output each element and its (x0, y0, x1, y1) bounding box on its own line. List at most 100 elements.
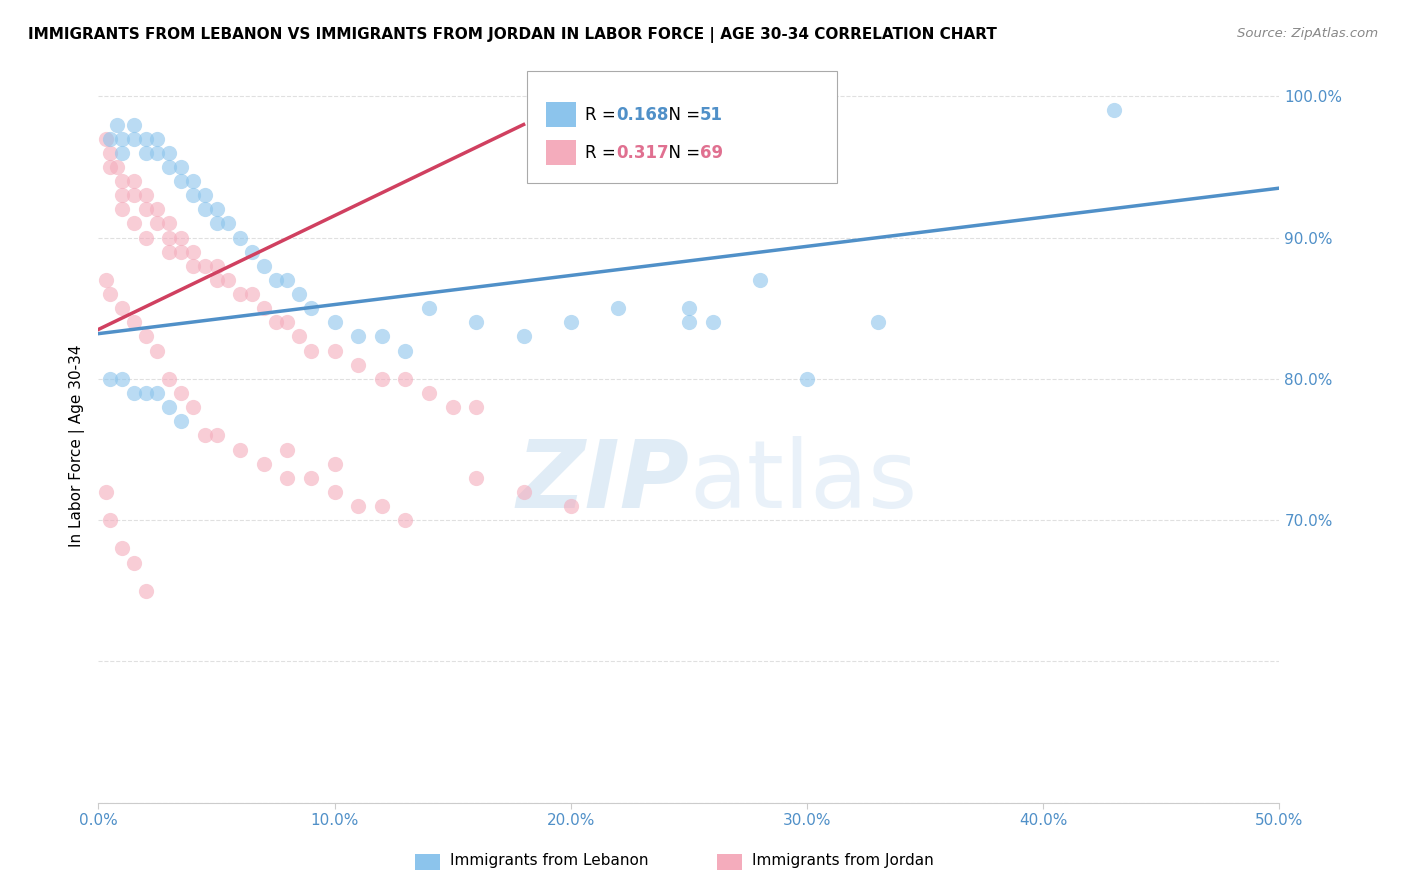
Point (111, 131, 134, 145)
Point (796, 372, 818, 386)
Point (98, 513, 121, 527)
Point (135, 131, 157, 145)
Point (276, 442, 298, 457)
Point (111, 541, 134, 556)
Point (157, 400, 180, 414)
Point (111, 372, 134, 386)
Point (276, 315, 298, 329)
Point (170, 414, 193, 428)
Point (194, 202, 217, 217)
Point (194, 259, 217, 273)
Point (299, 471, 322, 485)
Point (323, 457, 346, 471)
Text: R =: R = (585, 144, 621, 161)
Point (465, 400, 488, 414)
Text: ZIP: ZIP (516, 435, 689, 528)
Point (276, 471, 298, 485)
Point (465, 315, 488, 329)
Text: 51: 51 (700, 106, 723, 124)
Point (229, 230, 252, 244)
Point (394, 513, 416, 527)
Point (347, 499, 370, 513)
Point (276, 273, 298, 287)
Point (240, 287, 263, 301)
Point (122, 174, 145, 188)
Point (371, 329, 394, 343)
Text: R =: R = (585, 106, 621, 124)
Point (205, 273, 228, 287)
Point (205, 259, 228, 273)
Point (135, 145, 157, 160)
Point (323, 343, 346, 358)
Point (347, 358, 370, 372)
Point (157, 230, 180, 244)
Point (122, 188, 145, 202)
Point (299, 343, 322, 358)
Point (135, 230, 157, 244)
Point (560, 315, 582, 329)
Point (229, 287, 252, 301)
Point (264, 315, 287, 329)
Point (105, 118, 128, 132)
Point (146, 216, 169, 230)
Point (111, 188, 134, 202)
Text: Immigrants from Lebanon: Immigrants from Lebanon (450, 854, 648, 868)
Point (98, 287, 121, 301)
Point (240, 244, 263, 259)
Point (157, 145, 180, 160)
Point (678, 315, 700, 329)
Point (560, 499, 582, 513)
Point (135, 329, 157, 343)
Point (288, 287, 311, 301)
Point (94, 131, 117, 145)
Point (170, 230, 193, 244)
Point (94, 484, 117, 499)
Point (122, 118, 145, 132)
Point (122, 216, 145, 230)
Text: 0.317: 0.317 (616, 144, 668, 161)
Point (441, 400, 464, 414)
Point (512, 484, 534, 499)
Point (205, 202, 228, 217)
Point (146, 386, 169, 401)
Point (323, 484, 346, 499)
Point (702, 315, 724, 329)
Point (205, 216, 228, 230)
Text: Source: ZipAtlas.com: Source: ZipAtlas.com (1237, 27, 1378, 40)
Text: IMMIGRANTS FROM LEBANON VS IMMIGRANTS FROM JORDAN IN LABOR FORCE | AGE 30-34 COR: IMMIGRANTS FROM LEBANON VS IMMIGRANTS FR… (28, 27, 997, 43)
Point (512, 329, 534, 343)
Point (181, 259, 204, 273)
Point (229, 442, 252, 457)
Point (135, 202, 157, 217)
Point (105, 160, 128, 174)
Point (122, 556, 145, 570)
Point (111, 301, 134, 316)
Point (94, 273, 117, 287)
Point (135, 583, 157, 598)
Point (146, 343, 169, 358)
Point (299, 301, 322, 316)
Point (146, 131, 169, 145)
Point (111, 202, 134, 217)
Point (253, 457, 276, 471)
Point (111, 174, 134, 188)
Point (98, 145, 121, 160)
Point (323, 315, 346, 329)
Point (1102, 103, 1125, 118)
Point (205, 428, 228, 442)
Point (371, 499, 394, 513)
Point (135, 188, 157, 202)
Point (678, 301, 700, 316)
Point (418, 301, 440, 316)
Point (347, 329, 370, 343)
Y-axis label: In Labor Force | Age 30-34: In Labor Force | Age 30-34 (69, 344, 84, 548)
Point (748, 273, 770, 287)
Point (394, 343, 416, 358)
Point (98, 160, 121, 174)
Point (122, 131, 145, 145)
Point (170, 386, 193, 401)
Point (157, 216, 180, 230)
Point (111, 145, 134, 160)
Point (253, 259, 276, 273)
Point (146, 202, 169, 217)
